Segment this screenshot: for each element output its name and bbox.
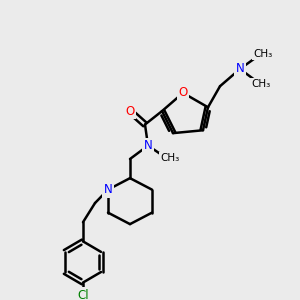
Text: N: N	[144, 139, 152, 152]
Text: O: O	[125, 105, 135, 118]
Text: Cl: Cl	[77, 289, 89, 300]
Text: CH₃: CH₃	[251, 79, 271, 89]
Text: CH₃: CH₃	[254, 49, 273, 58]
Text: CH₃: CH₃	[160, 153, 180, 163]
Text: N: N	[236, 62, 244, 76]
Text: N: N	[103, 183, 112, 196]
Text: O: O	[178, 86, 188, 99]
